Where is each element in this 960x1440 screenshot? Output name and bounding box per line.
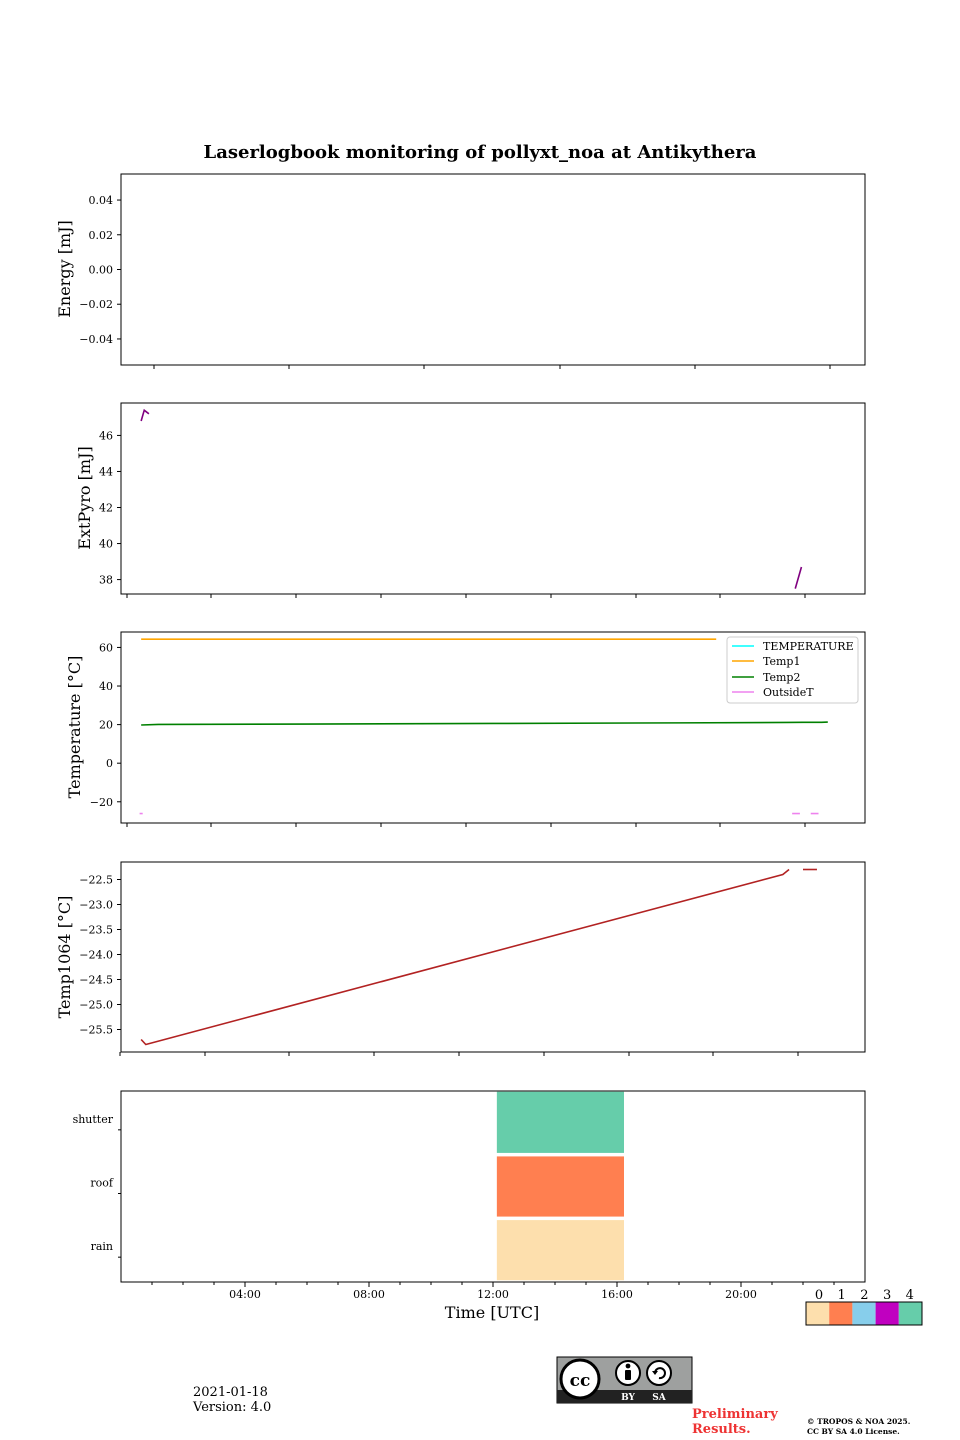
xtick-label: 08:00 [353,1288,385,1301]
legend-label-temp1: Temp1 [763,655,800,668]
colorbar-label: 0 [815,1288,823,1303]
energy-ylabel: Energy [mJ] [55,220,74,318]
status-plot-area [120,1090,866,1283]
energy-panel: 0.04 0.02 0.00 −0.02 −0.04 Energy [mJ] [55,173,866,369]
temp1064-ylabel: Temp1064 [°C] [55,896,74,1019]
ytick-label: −24.5 [79,974,113,987]
x-axis-label: Time [UTC] [445,1303,539,1322]
xtick-label: 20:00 [725,1288,757,1301]
ytick-label: 44 [99,465,113,478]
colorbar-frame [805,1301,923,1326]
temp1064-panel: −22.5 −23.0 −23.5 −24.0 −24.5 −25.0 −25.5 Temp… [55,861,866,1056]
ytick-label: −23.0 [79,899,113,912]
by-person-icon [615,1360,641,1386]
status-row-label-shutter: shutter [73,1113,114,1126]
xtick-label: 12:00 [477,1288,509,1301]
colorbar-swatch-4 [898,1302,922,1325]
ytick-label: −20 [90,796,113,809]
temperature-panel: 60 40 20 0 −20 Temperature [°C] TEMPERATURE … [65,631,866,827]
legend-label-temperature: TEMPERATURE [763,640,854,653]
xtick-label: 16:00 [601,1288,633,1301]
copyright-line-1: © TROPOS & NOA 2025. [807,1417,910,1426]
series-line-extpyro [794,566,803,589]
temperature-legend: TEMPERATURE Temp1 Temp2 OutsideT [726,636,859,704]
ytick-label: 60 [99,641,113,654]
cc-license-badge: cc BY SA [556,1356,693,1404]
ytick-label: 0.00 [89,264,114,277]
legend-frame [726,636,859,704]
sa-share-alike-icon [646,1360,672,1386]
colorbar-swatch-2 [852,1302,876,1325]
footer-date: 2021-01-18 [193,1385,268,1400]
colorbar-label: 4 [906,1288,914,1303]
preliminary-line-1: Preliminary [692,1407,778,1422]
figure-title: Laserlogbook monitoring of pollyxt_noa a… [204,142,757,163]
series-line-temp1064 [140,868,790,1046]
status-cell-shutter [495,1090,626,1155]
status-row-label-rain: rain [91,1240,113,1253]
ytick-label: 20 [99,719,113,732]
ytick-label: 46 [99,429,113,442]
legend-label-outsidet: OutsideT [763,686,814,699]
ytick-label: −22.5 [79,874,113,887]
ytick-label: −24.0 [79,949,113,962]
temperature-plot-area [120,631,866,824]
footer-version: Version: 4.0 [192,1400,271,1415]
status-cell-rain [495,1218,626,1282]
ytick-label: 0.02 [89,229,114,242]
extpyro-plot-area [120,402,866,595]
footer: 2021-01-18 Version: 4.0 cc BY SA Prelimi… [192,1356,910,1437]
ytick-label: 40 [99,680,113,693]
ytick-label: −23.5 [79,924,113,937]
series-line-extpyro [140,408,150,422]
ytick-label: −25.0 [79,999,113,1012]
series-line-temp2 [141,721,828,726]
colorbar-label: 1 [838,1288,846,1303]
cc-sa-label: SA [652,1393,666,1403]
energy-plot-area [120,173,866,366]
status-panel: rain roof shutter 04:00 08:00 12:00 16:00 20:00… [73,1090,866,1322]
colorbar-swatch-0 [806,1302,830,1325]
legend-label-temp2: Temp2 [763,671,800,684]
ytick-label: −0.04 [79,333,113,346]
ytick-label: 0 [106,757,113,770]
cc-logo-icon: cc [559,1358,601,1400]
extpyro-ylabel: ExtPyro [mJ] [75,446,94,549]
ytick-label: 40 [99,538,113,551]
ytick-label: 0.04 [89,194,114,207]
status-cell-roof [495,1154,626,1219]
ytick-label: 38 [99,574,113,587]
colorbar-label: 2 [860,1288,868,1303]
ytick-label: −0.02 [79,298,113,311]
preliminary-line-2: Results. [692,1422,751,1437]
extpyro-panel: 46 44 42 40 38 ExtPyro [mJ] [75,402,866,598]
svg-text:cc: cc [570,1371,591,1391]
colorbar-swatch-1 [829,1302,853,1325]
colorbar-swatch-3 [875,1302,899,1325]
copyright-line-2: CC BY SA 4.0 License. [807,1427,900,1436]
cc-by-label: BY [621,1393,635,1403]
ytick-label: 42 [99,502,113,515]
ytick-label: −25.5 [79,1024,113,1037]
status-row-label-roof: roof [90,1177,114,1190]
temperature-ylabel: Temperature [°C] [65,656,84,799]
colorbar-label: 3 [883,1288,891,1303]
temp1064-plot-area [120,861,866,1053]
xtick-label: 04:00 [229,1288,261,1301]
